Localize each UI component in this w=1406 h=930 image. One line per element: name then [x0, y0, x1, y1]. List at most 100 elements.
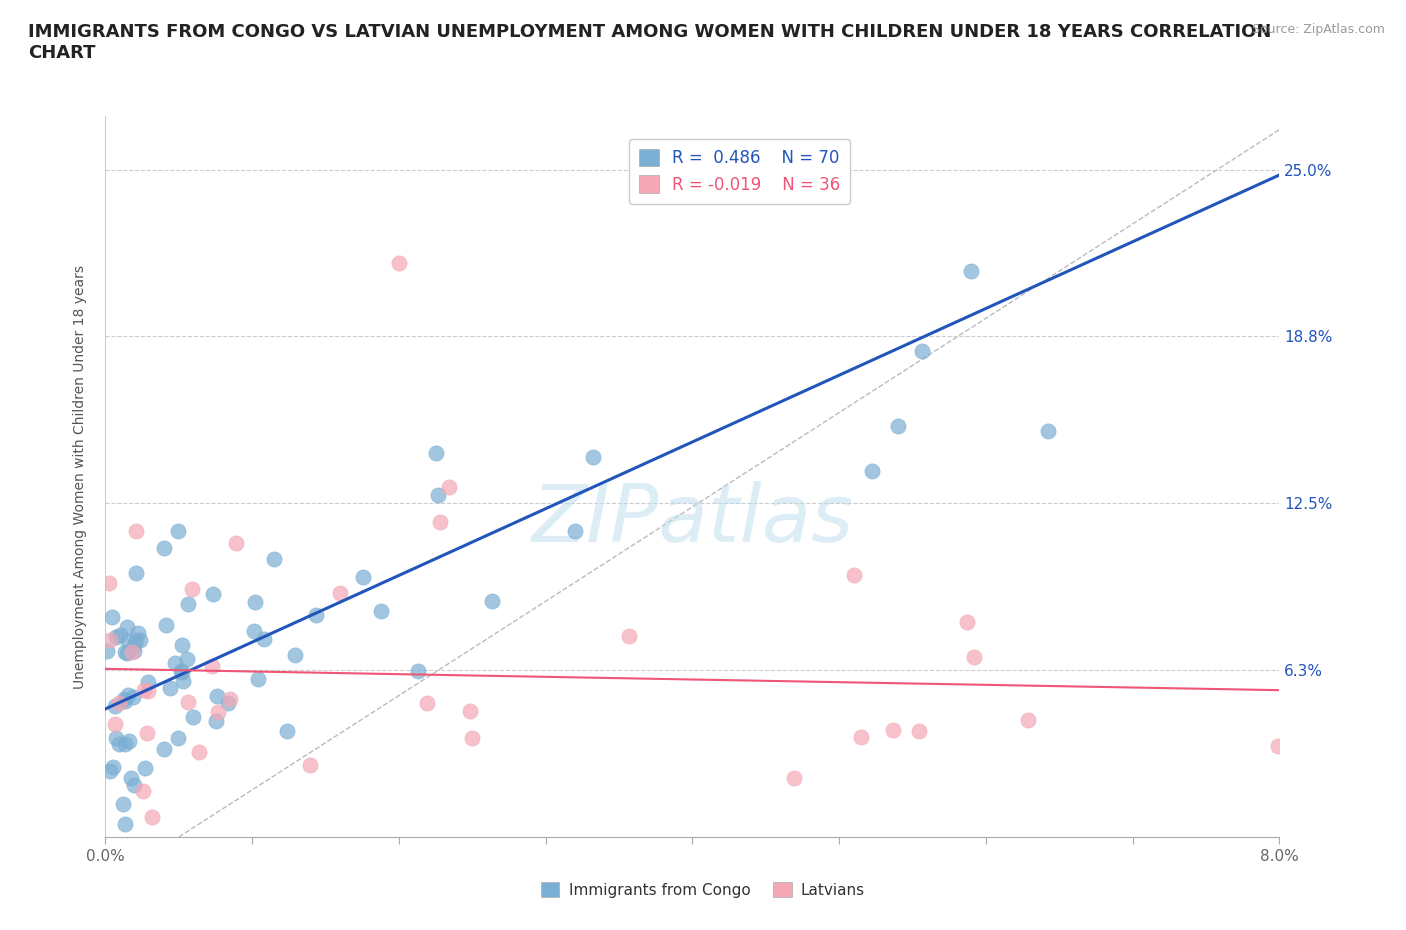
Point — [153, 541, 176, 556]
Point — [963, 650, 986, 665]
Point — [163, 655, 186, 670]
Point — [108, 737, 131, 751]
Point — [437, 479, 460, 494]
Point — [352, 570, 374, 585]
Point — [141, 810, 163, 825]
Point — [481, 593, 503, 608]
Point — [118, 734, 141, 749]
Point — [202, 587, 225, 602]
Point — [117, 633, 139, 648]
Point — [429, 514, 451, 529]
Point — [114, 693, 136, 708]
Point — [135, 725, 157, 740]
Point — [882, 723, 904, 737]
Point — [177, 596, 200, 611]
Point — [177, 695, 200, 710]
Point — [114, 817, 136, 831]
Point — [427, 488, 450, 503]
Point — [107, 696, 129, 711]
Point — [125, 524, 148, 538]
Point — [114, 737, 136, 751]
Point — [136, 683, 159, 698]
Point — [136, 674, 159, 689]
Point — [132, 783, 155, 798]
Point — [122, 777, 145, 792]
Point — [125, 632, 148, 647]
Point — [122, 638, 145, 653]
Point — [1036, 423, 1059, 438]
Point — [96, 644, 118, 658]
Point — [127, 626, 149, 641]
Point — [907, 724, 929, 738]
Point — [170, 663, 193, 678]
Point — [181, 710, 204, 724]
Point — [125, 565, 148, 580]
Point — [98, 575, 121, 590]
Point — [416, 696, 439, 711]
Point — [860, 463, 883, 478]
Point — [205, 688, 228, 703]
Point — [120, 771, 142, 786]
Point — [172, 674, 194, 689]
Point — [247, 671, 270, 686]
Point — [263, 551, 285, 566]
Point — [844, 567, 866, 582]
Point — [217, 696, 239, 711]
Point — [305, 608, 328, 623]
Point — [155, 618, 177, 632]
Point — [115, 620, 138, 635]
Point — [783, 770, 806, 785]
Point — [956, 615, 979, 630]
Point — [851, 730, 873, 745]
Point — [122, 644, 145, 658]
Point — [111, 797, 134, 812]
Point — [329, 586, 352, 601]
Point — [129, 632, 152, 647]
Point — [200, 658, 222, 673]
Point — [104, 698, 127, 713]
Point — [152, 741, 174, 756]
Point — [112, 692, 135, 707]
Point — [298, 757, 321, 772]
Point — [425, 445, 447, 460]
Point — [284, 647, 307, 662]
Point — [117, 688, 139, 703]
Point — [172, 664, 194, 679]
Text: IMMIGRANTS FROM CONGO VS LATVIAN UNEMPLOYMENT AMONG WOMEN WITH CHILDREN UNDER 18: IMMIGRANTS FROM CONGO VS LATVIAN UNEMPLO… — [28, 23, 1271, 62]
Point — [105, 730, 128, 745]
Point — [187, 745, 209, 760]
Point — [370, 604, 392, 618]
Point — [1267, 738, 1289, 753]
Point — [176, 652, 198, 667]
Point — [115, 645, 138, 660]
Legend: Immigrants from Congo, Latvians: Immigrants from Congo, Latvians — [536, 875, 870, 904]
Point — [225, 535, 247, 550]
Point — [887, 418, 910, 433]
Point — [960, 263, 983, 278]
Text: Source: ZipAtlas.com: Source: ZipAtlas.com — [1251, 23, 1385, 36]
Point — [1017, 712, 1039, 727]
Point — [204, 713, 226, 728]
Point — [253, 631, 276, 646]
Point — [911, 343, 934, 358]
Point — [245, 594, 267, 609]
Point — [617, 628, 640, 643]
Point — [207, 705, 229, 720]
Point — [98, 764, 121, 778]
Point — [582, 449, 605, 464]
Point — [101, 610, 124, 625]
Y-axis label: Unemployment Among Women with Children Under 18 years: Unemployment Among Women with Children U… — [73, 265, 87, 688]
Point — [104, 630, 127, 644]
Point — [564, 524, 586, 538]
Point — [458, 704, 481, 719]
Point — [181, 582, 204, 597]
Text: ZIPatlas: ZIPatlas — [531, 481, 853, 559]
Point — [108, 628, 131, 643]
Point — [406, 664, 429, 679]
Point — [461, 730, 484, 745]
Point — [104, 716, 127, 731]
Point — [98, 632, 121, 647]
Point — [121, 690, 143, 705]
Legend: R =  0.486    N = 70, R = -0.019    N = 36: R = 0.486 N = 70, R = -0.019 N = 36 — [628, 139, 851, 204]
Point — [114, 644, 136, 659]
